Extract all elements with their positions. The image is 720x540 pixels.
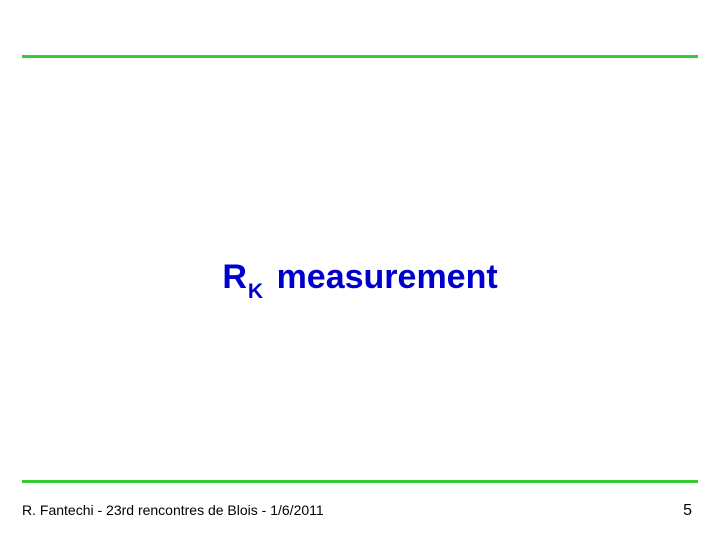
slide-title: RK measurement <box>222 258 497 302</box>
slide: RK measurement R. Fantechi - 23rd rencon… <box>0 0 720 540</box>
page-number: 5 <box>683 502 692 520</box>
bottom-divider <box>22 480 698 483</box>
title-subscript-k: K <box>248 280 263 303</box>
title-r: R <box>222 258 247 296</box>
footer-text: R. Fantechi - 23rd rencontres de Blois -… <box>22 502 324 518</box>
title-container: RK measurement <box>0 258 720 302</box>
title-rest: measurement <box>267 258 498 296</box>
top-divider <box>22 55 698 58</box>
